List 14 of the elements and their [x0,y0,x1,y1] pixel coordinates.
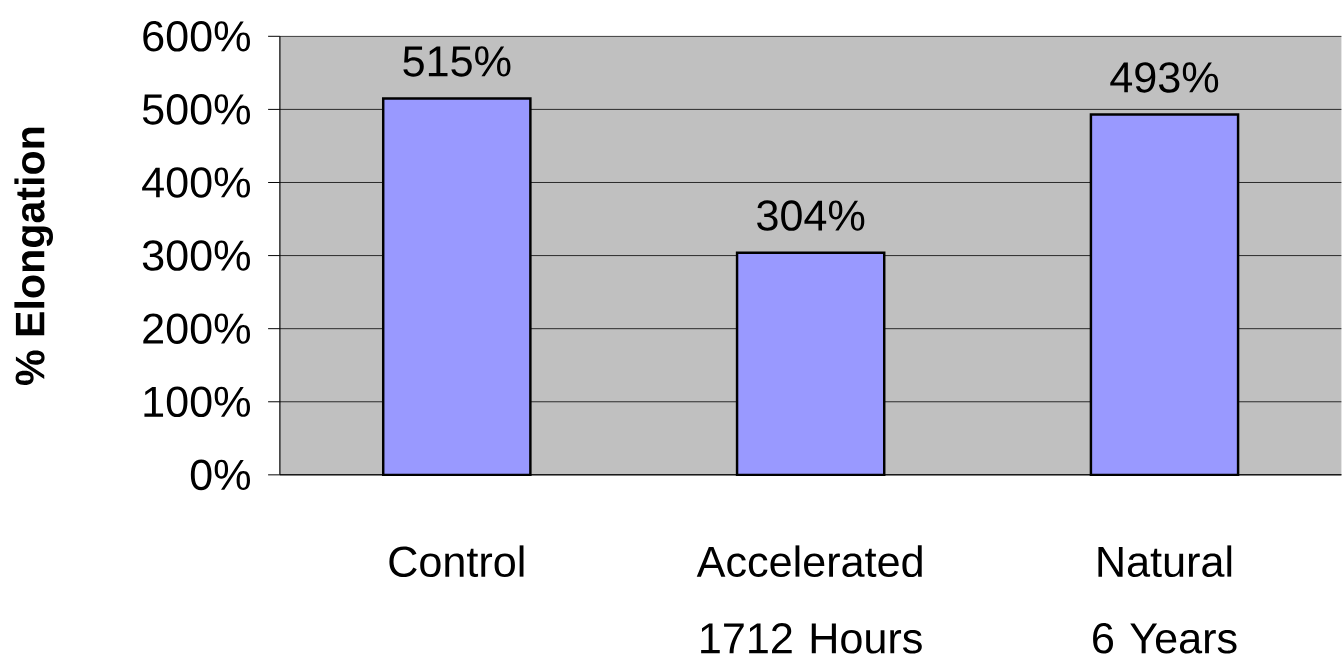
y-tick-label: 600% [143,21,250,52]
y-tick-label: 400% [142,167,250,198]
y-tick-label: 500% [142,94,250,125]
y-tick-label: 300% [142,240,250,271]
y-tick-label: 100% [144,386,250,418]
data-label: 515% [403,46,511,77]
x-tick-label: Accelerated 1712 Hours [696,545,922,654]
x-tick-label: Control [389,545,524,578]
data-label: 493% [1110,62,1219,93]
x-tick-label: Natural 6 Years [1093,545,1237,654]
y-tick-label: 200% [143,313,250,344]
y-axis-title: % Elongation [14,127,53,386]
data-label: 304% [757,200,865,231]
y-tick-label: 0% [190,459,250,491]
